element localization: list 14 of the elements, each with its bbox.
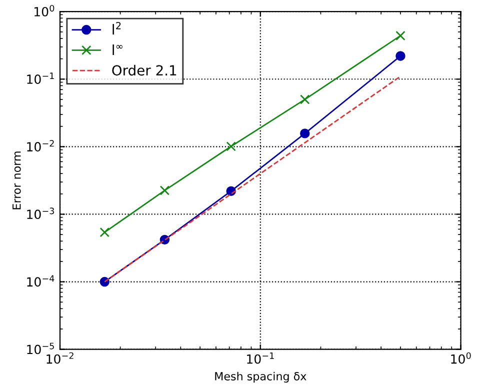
y-tick-label: 10$^{−5}$ — [27, 342, 54, 354]
y-tick-label: 10$^{0}$ — [34, 4, 54, 16]
legend-label: l$^{2}$ — [112, 22, 121, 35]
x-tick-label: 10$^{0}$ — [451, 352, 471, 364]
y-tick-label: 10$^{−4}$ — [27, 275, 54, 287]
y-tick-label: 10$^{−1}$ — [27, 72, 54, 84]
y-axis-title: Error norm — [12, 152, 21, 210]
x-tick-label: 10$^{−1}$ — [247, 352, 274, 364]
legend-label: l$^{∞}$ — [112, 44, 122, 56]
x-tick-label: 10$^{−2}$ — [46, 352, 74, 364]
x-axis-title: Mesh spacing δx — [215, 372, 306, 383]
y-tick-label: 10$^{−2}$ — [27, 140, 54, 152]
legend-label: Order 2.1 — [112, 64, 176, 76]
y-tick-label: 10$^{−3}$ — [27, 208, 54, 220]
